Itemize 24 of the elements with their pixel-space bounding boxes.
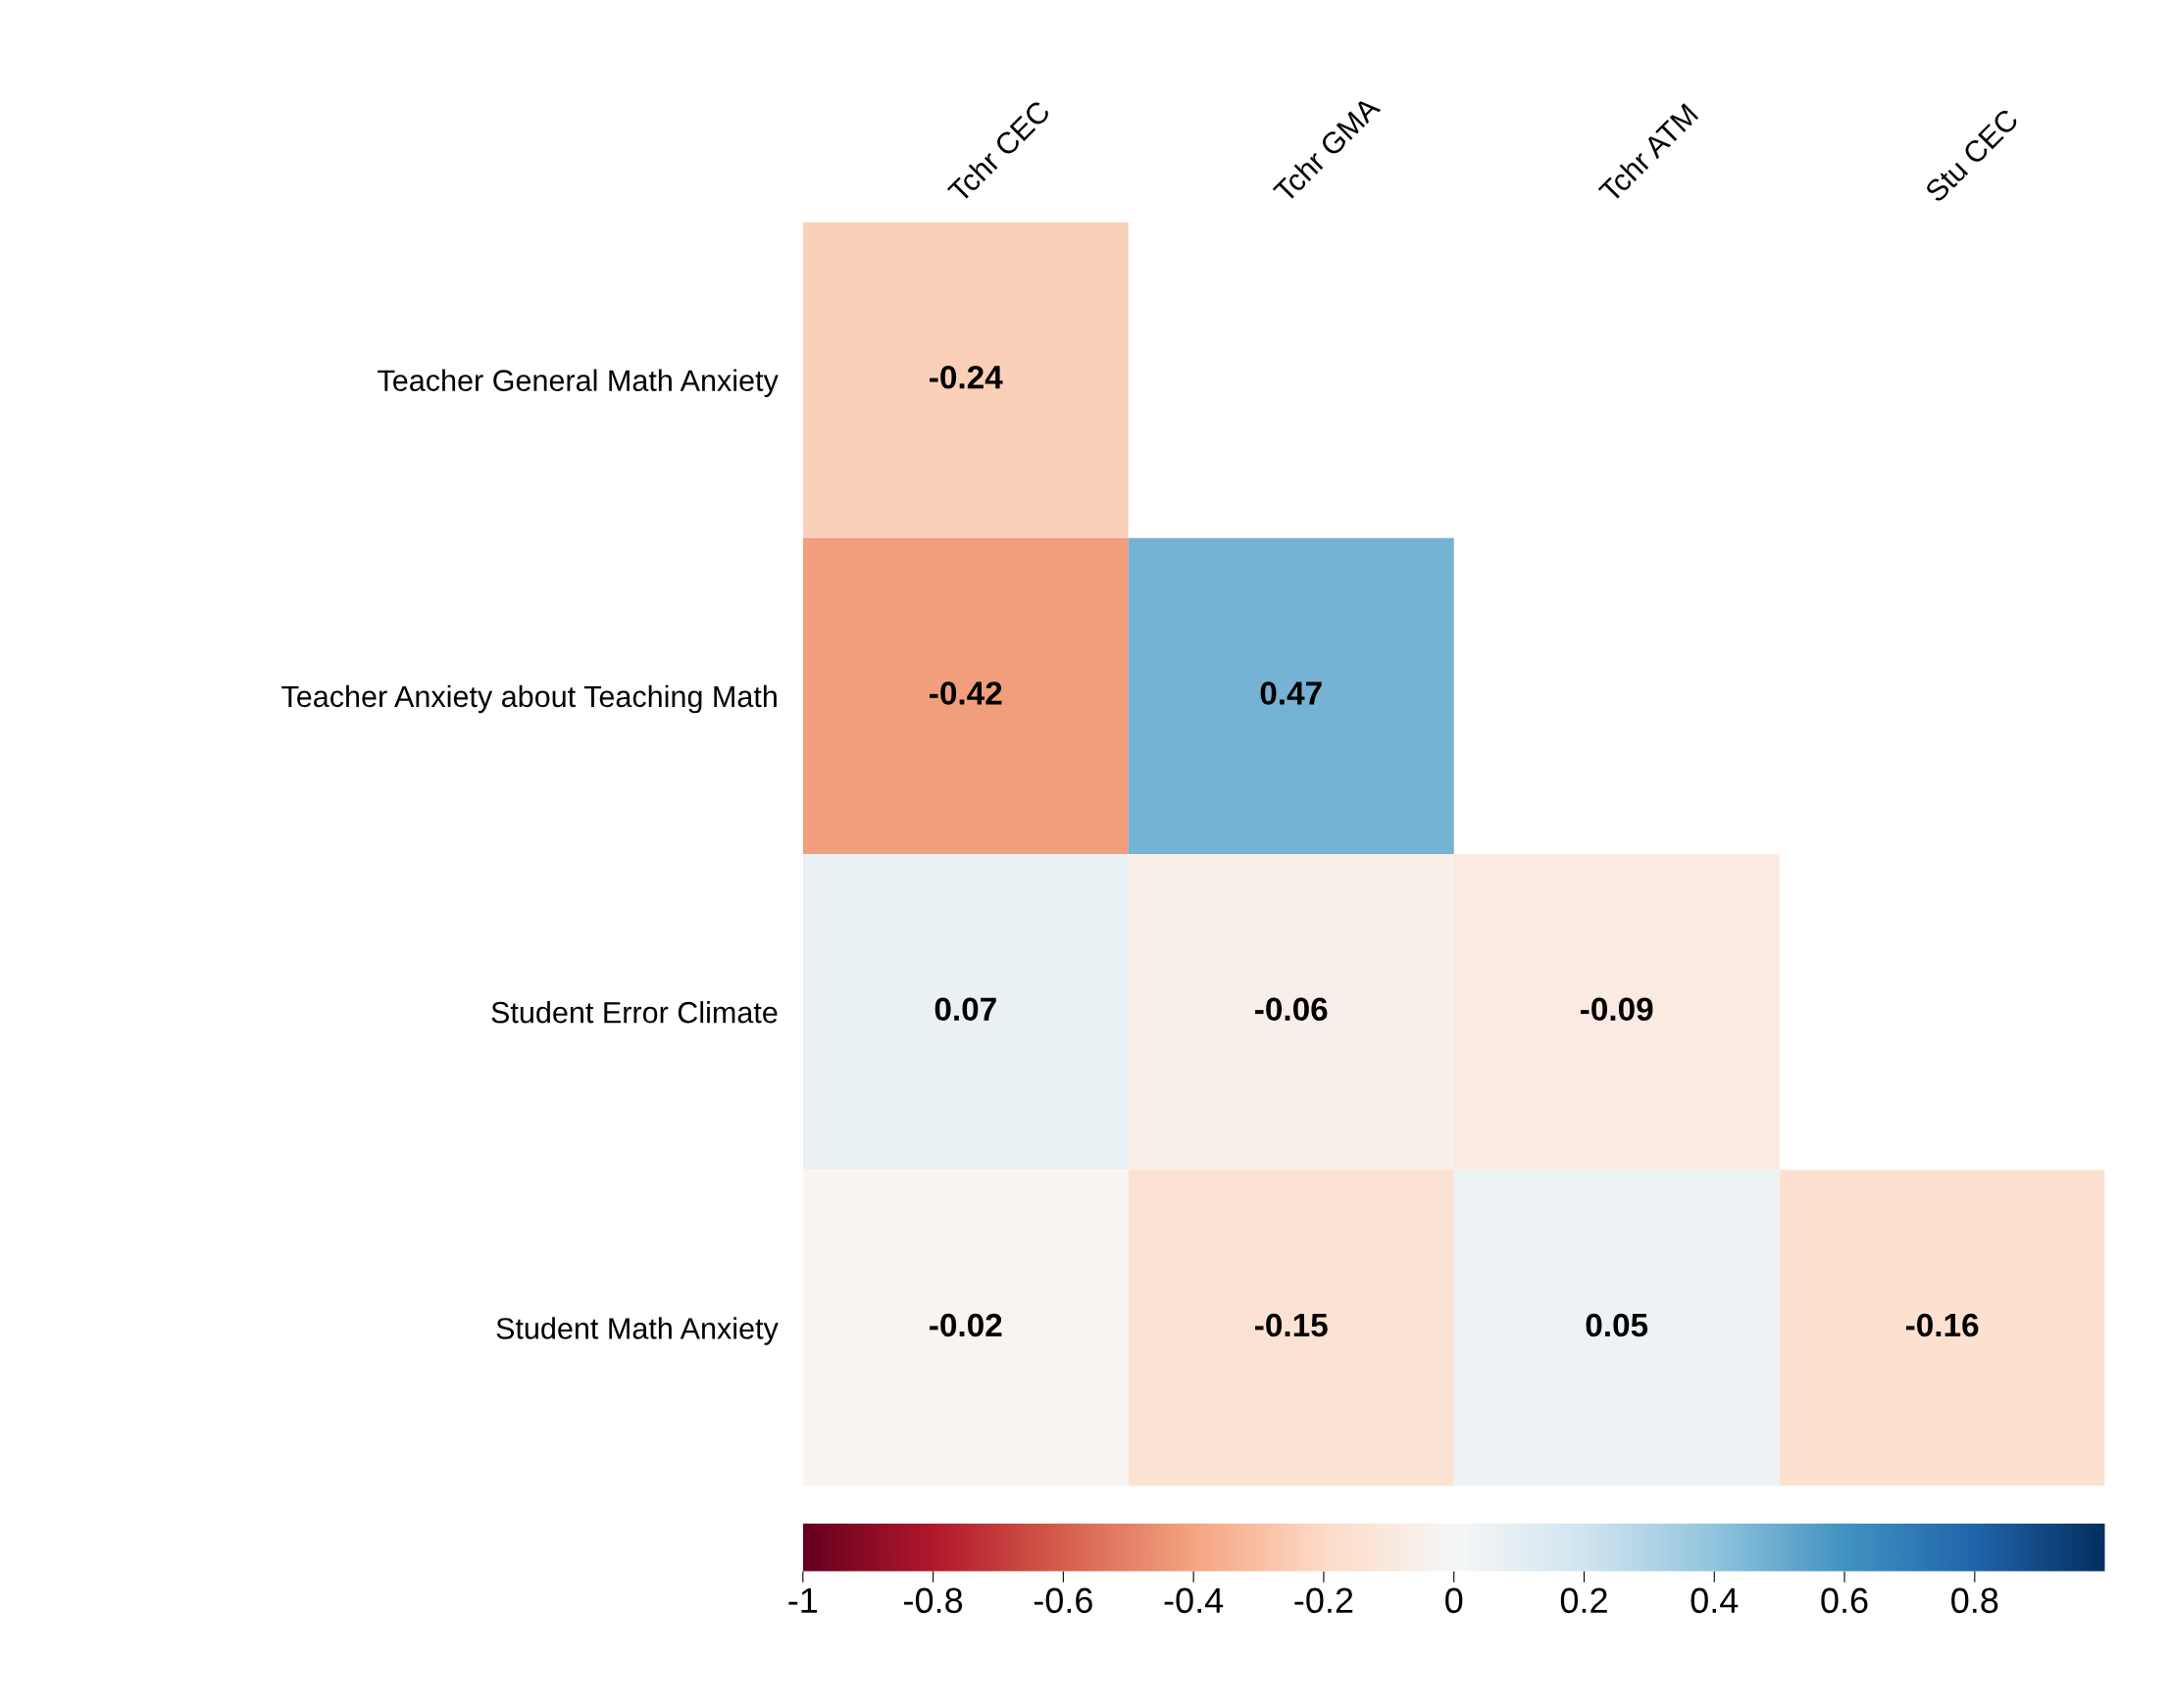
- color-bar-label: -1: [788, 1587, 818, 1613]
- data-label: 0.47: [1260, 681, 1322, 705]
- data-label: 0.07: [934, 997, 996, 1022]
- color-bar-label: -0.8: [904, 1587, 963, 1614]
- color-bar-label: 0: [1445, 1587, 1463, 1614]
- color-bar-label: -0.2: [1294, 1587, 1353, 1614]
- color-bar-label: 0.6: [1821, 1587, 1868, 1614]
- color-bar-label: -0.6: [1034, 1587, 1092, 1614]
- color-bar-label: 0.8: [1951, 1587, 1998, 1614]
- data-label: -0.16: [1905, 1313, 1979, 1337]
- data-label: -0.24: [930, 365, 1003, 389]
- y-tick-label: Teacher Anxiety about Teaching Math: [281, 684, 777, 714]
- color-bar-label: 0.2: [1560, 1587, 1607, 1614]
- data-label: -0.42: [930, 681, 1002, 705]
- color-bar-label: 0.4: [1691, 1587, 1739, 1614]
- color-bar-label: -0.4: [1164, 1587, 1224, 1614]
- data-label: 0.05: [1586, 1313, 1648, 1337]
- data-label: -0.02: [930, 1313, 1002, 1337]
- data-label: -0.06: [1255, 997, 1328, 1022]
- data-label: -0.15: [1255, 1313, 1328, 1337]
- data-label: -0.09: [1581, 997, 1653, 1022]
- y-tick-label: Teacher General Math Anxiety: [378, 369, 779, 398]
- y-tick-label: Student Math Anxiety: [496, 1317, 779, 1345]
- y-tick-label: Student Error Climate: [491, 1001, 778, 1024]
